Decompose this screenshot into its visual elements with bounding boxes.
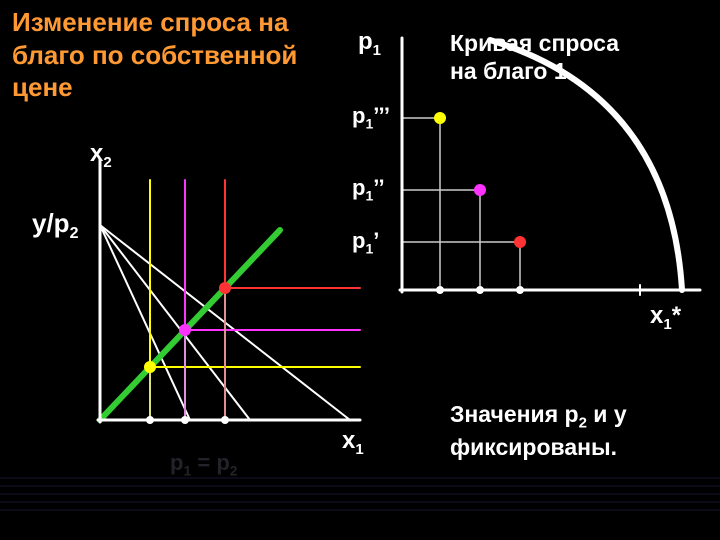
- left-diagram: [50, 150, 390, 460]
- right-diagram: [380, 30, 720, 350]
- slide-title: Изменение спроса на благо по собственной…: [12, 6, 342, 104]
- right-y-axis-label: p1: [358, 28, 381, 59]
- bottom-stripes: [0, 470, 720, 540]
- right-footer-note: Значения p2 и y фиксированы.: [450, 400, 627, 462]
- right-tick-p1-1: p1’: [352, 228, 379, 256]
